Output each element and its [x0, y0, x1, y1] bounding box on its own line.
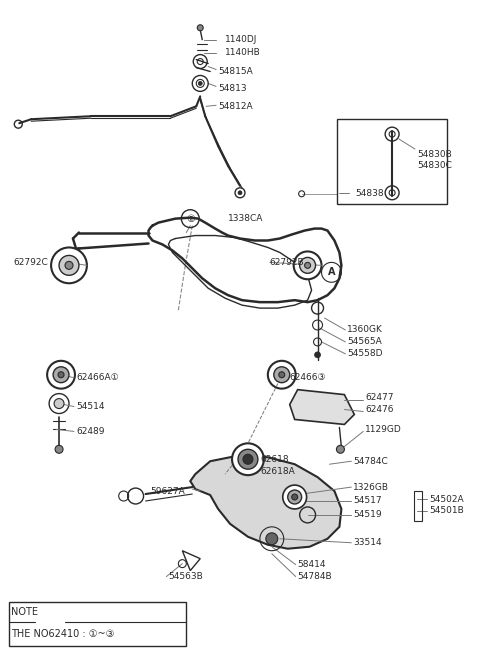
Text: 54812A: 54812A: [218, 102, 253, 111]
Polygon shape: [290, 390, 354, 424]
Circle shape: [238, 191, 242, 195]
Text: 62489: 62489: [76, 427, 105, 436]
Circle shape: [292, 494, 298, 500]
Bar: [337, 119, 447, 204]
Text: 54565A: 54565A: [348, 337, 382, 346]
Text: 54784C: 54784C: [353, 457, 388, 466]
Text: 62466③: 62466③: [290, 373, 326, 382]
Circle shape: [314, 352, 321, 358]
Text: A: A: [268, 534, 276, 544]
Circle shape: [274, 367, 290, 382]
Text: 1140DJ: 1140DJ: [225, 35, 257, 44]
Circle shape: [59, 255, 79, 276]
Circle shape: [305, 262, 311, 268]
Text: 1140HB: 1140HB: [225, 48, 261, 57]
Text: 54502A: 54502A: [429, 495, 464, 504]
Text: 62792C: 62792C: [13, 258, 48, 267]
Text: THE NO62410 : ①~③: THE NO62410 : ①~③: [12, 629, 115, 639]
Circle shape: [232, 443, 264, 475]
Text: 54514: 54514: [76, 402, 105, 411]
Text: 58414: 58414: [298, 560, 326, 569]
Text: 62466A①: 62466A①: [76, 373, 119, 382]
Circle shape: [294, 251, 322, 279]
Bar: [414, 491, 422, 521]
Text: 54563B: 54563B: [168, 572, 203, 581]
Bar: [9, 602, 186, 646]
Polygon shape: [190, 455, 341, 548]
Text: 62792B: 62792B: [270, 258, 304, 267]
Circle shape: [268, 361, 296, 388]
Circle shape: [198, 81, 202, 85]
Text: 62618A: 62618A: [260, 466, 295, 476]
Text: 54838: 54838: [355, 190, 384, 198]
Circle shape: [238, 449, 258, 469]
Text: 54519: 54519: [353, 510, 382, 520]
Circle shape: [300, 257, 315, 274]
Circle shape: [283, 485, 307, 509]
Circle shape: [49, 394, 69, 413]
Text: 54815A: 54815A: [218, 67, 253, 76]
Circle shape: [197, 25, 203, 31]
Text: 54784B: 54784B: [298, 572, 332, 581]
Circle shape: [266, 533, 278, 544]
Text: 1326GB: 1326GB: [353, 483, 389, 491]
Text: NOTE: NOTE: [12, 607, 38, 617]
Circle shape: [54, 399, 64, 409]
Text: 54501B: 54501B: [429, 506, 464, 516]
Text: 33514: 33514: [353, 539, 382, 547]
Text: A: A: [328, 268, 335, 277]
Text: ②: ②: [186, 214, 195, 224]
Text: 54813: 54813: [218, 84, 247, 93]
Circle shape: [47, 361, 75, 388]
Text: 62618: 62618: [260, 455, 288, 464]
Circle shape: [51, 247, 87, 283]
Text: 54558D: 54558D: [348, 350, 383, 358]
Text: 54830B: 54830B: [417, 150, 452, 159]
Circle shape: [279, 372, 285, 378]
Circle shape: [65, 261, 73, 270]
Circle shape: [243, 454, 253, 464]
Circle shape: [336, 445, 344, 453]
Text: 62476: 62476: [365, 405, 394, 414]
Circle shape: [58, 372, 64, 378]
Circle shape: [55, 445, 63, 453]
Text: 1360GK: 1360GK: [348, 325, 383, 335]
Text: 54830C: 54830C: [417, 161, 452, 171]
Circle shape: [53, 367, 69, 382]
Text: 1338CA: 1338CA: [228, 214, 264, 223]
Text: 54517: 54517: [353, 497, 382, 506]
Text: 59627A: 59627A: [151, 487, 185, 495]
Circle shape: [288, 490, 301, 504]
Text: 1129GD: 1129GD: [365, 425, 402, 434]
Text: 62477: 62477: [365, 393, 394, 402]
